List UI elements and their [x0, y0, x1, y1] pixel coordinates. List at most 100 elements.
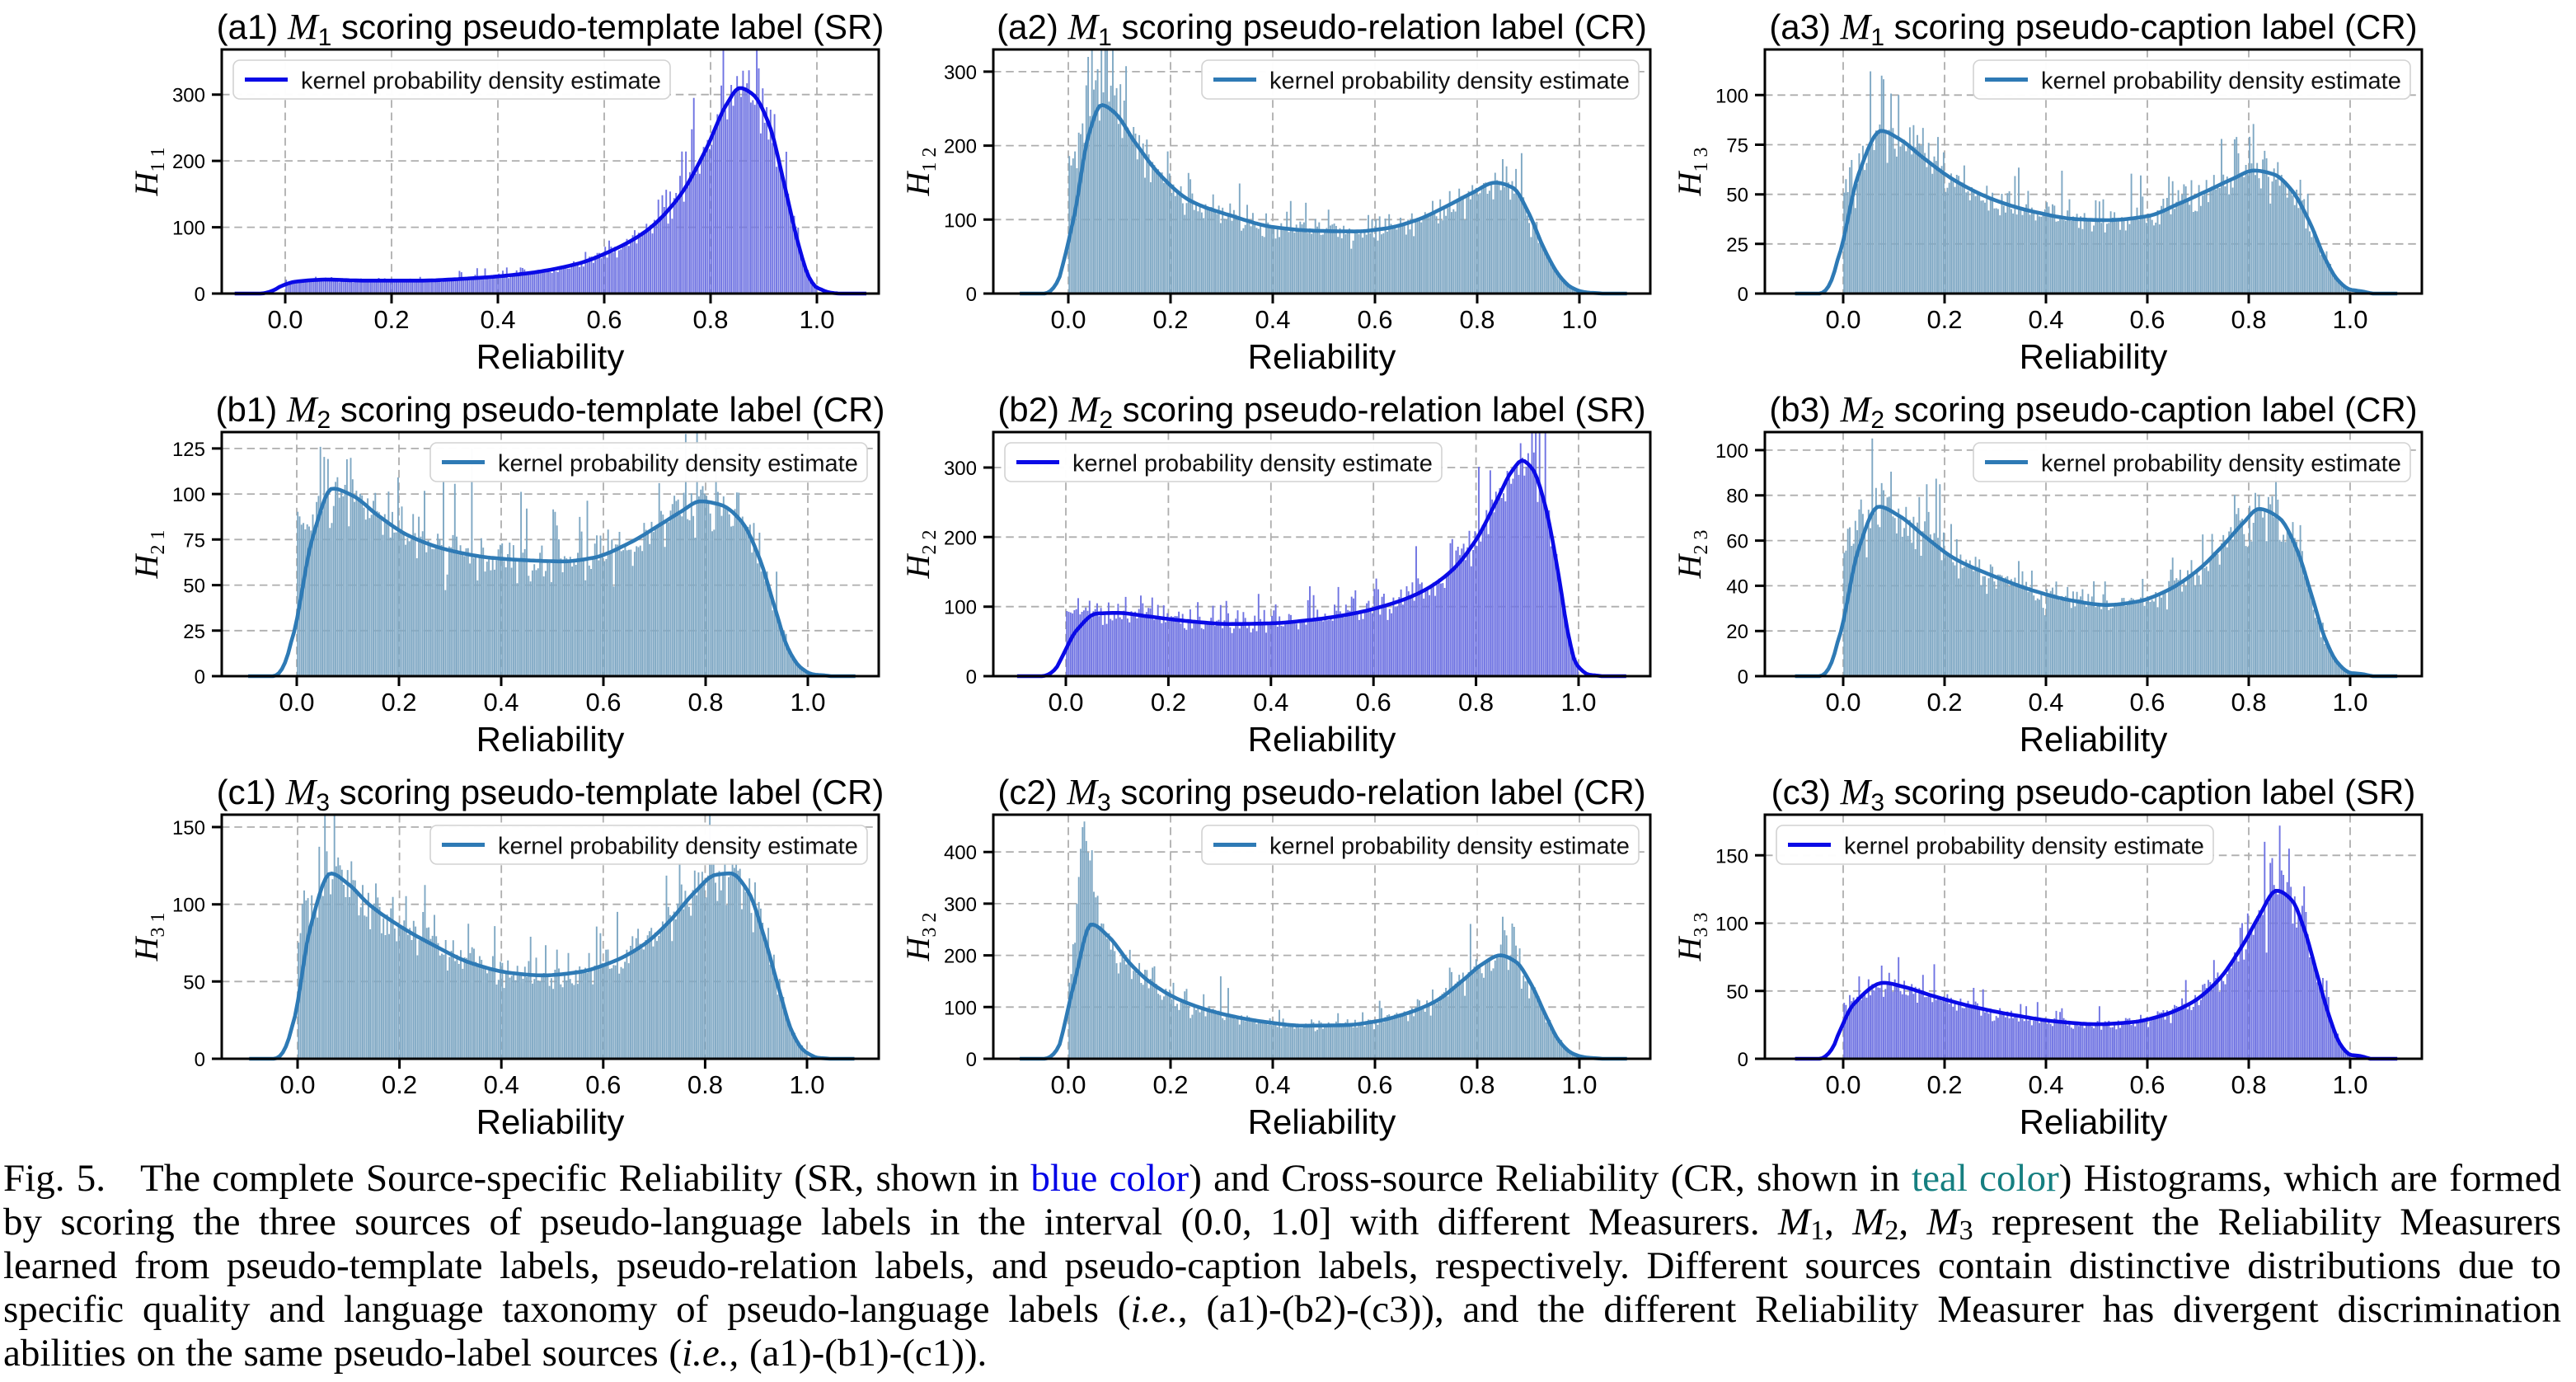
svg-text:125: 125 [172, 439, 205, 461]
svg-text:(c3) M3 scoring pseudo-caption: (c3) M3 scoring pseudo-caption label (SR… [1771, 772, 2416, 816]
svg-text:0.6: 0.6 [586, 305, 622, 334]
svg-text:100: 100 [1715, 440, 1748, 463]
svg-text:Reliability: Reliability [1248, 720, 1396, 759]
svg-text:0.6: 0.6 [1356, 688, 1391, 717]
svg-text:0.2: 0.2 [1926, 1070, 1962, 1099]
svg-text:200: 200 [172, 151, 205, 173]
svg-text:1.0: 1.0 [799, 305, 834, 334]
svg-text:kernel probability density est: kernel probability density estimate [498, 451, 858, 477]
svg-text:60: 60 [1726, 531, 1748, 553]
svg-text:400: 400 [944, 842, 977, 864]
svg-text:0: 0 [195, 284, 205, 306]
svg-text:1.0: 1.0 [1561, 1070, 1597, 1099]
svg-text:75: 75 [183, 529, 205, 552]
svg-text:50: 50 [1726, 981, 1748, 1004]
svg-text:1.0: 1.0 [2332, 688, 2367, 717]
svg-text:kernel probability density est: kernel probability density estimate [2041, 451, 2401, 477]
svg-text:(b1) M2 scoring pseudo-templat: (b1) M2 scoring pseudo-template label (C… [215, 389, 884, 434]
svg-text:H1 1: H1 1 [128, 148, 169, 197]
svg-text:0.4: 0.4 [1255, 1070, 1290, 1099]
svg-text:kernel probability density est: kernel probability density estimate [1269, 68, 1630, 95]
svg-text:100: 100 [944, 597, 977, 619]
svg-text:0.8: 0.8 [687, 1070, 723, 1099]
svg-text:0.8: 0.8 [1458, 688, 1494, 717]
svg-text:H2 3: H2 3 [1671, 530, 1712, 580]
svg-text:0.6: 0.6 [2129, 1070, 2165, 1099]
svg-text:100: 100 [944, 997, 977, 1019]
svg-text:0.2: 0.2 [1926, 688, 1962, 717]
svg-text:(a1) M1 scoring pseudo-templat: (a1) M1 scoring pseudo-template label (S… [217, 7, 884, 51]
svg-text:0: 0 [195, 1049, 205, 1071]
svg-text:1.0: 1.0 [1560, 688, 1596, 717]
svg-text:0.2: 0.2 [1926, 305, 1962, 334]
svg-text:150: 150 [172, 817, 205, 839]
svg-text:40: 40 [1726, 576, 1748, 598]
svg-text:H2 2: H2 2 [899, 530, 941, 580]
svg-text:H3 3: H3 3 [1671, 913, 1712, 962]
svg-text:0.2: 0.2 [1151, 688, 1186, 717]
svg-text:Reliability: Reliability [2020, 1102, 2168, 1141]
svg-text:0.2: 0.2 [382, 1070, 417, 1099]
svg-text:20: 20 [1726, 621, 1748, 643]
svg-text:100: 100 [1715, 85, 1748, 107]
svg-text:0.8: 0.8 [692, 305, 728, 334]
svg-text:0.4: 0.4 [483, 688, 518, 717]
svg-text:0: 0 [966, 666, 977, 689]
svg-text:0.4: 0.4 [484, 1070, 519, 1099]
svg-text:300: 300 [944, 62, 977, 84]
svg-text:100: 100 [172, 484, 205, 506]
svg-text:0: 0 [966, 1049, 977, 1071]
svg-text:0.0: 0.0 [1825, 305, 1860, 334]
svg-text:kernel probability density est: kernel probability density estimate [301, 68, 661, 95]
svg-text:Reliability: Reliability [1248, 1102, 1396, 1141]
svg-text:H3 2: H3 2 [899, 913, 941, 962]
svg-text:kernel probability density est: kernel probability density estimate [1072, 451, 1433, 477]
svg-text:0.0: 0.0 [1048, 688, 1083, 717]
svg-text:0: 0 [966, 284, 977, 306]
svg-text:0.8: 0.8 [1459, 305, 1494, 334]
svg-text:0.4: 0.4 [2028, 1070, 2063, 1099]
svg-text:(b2) M2 scoring pseudo-relatio: (b2) M2 scoring pseudo-relation label (S… [997, 389, 1645, 434]
svg-text:(a2) M1 scoring pseudo-relatio: (a2) M1 scoring pseudo-relation label (C… [997, 7, 1647, 51]
svg-text:0.0: 0.0 [279, 1070, 315, 1099]
svg-text:0.2: 0.2 [1152, 1070, 1188, 1099]
svg-text:0: 0 [1738, 666, 1748, 689]
svg-text:300: 300 [944, 894, 977, 916]
svg-text:50: 50 [1726, 185, 1748, 207]
svg-text:H3 1: H3 1 [128, 913, 169, 962]
svg-text:0.6: 0.6 [2129, 305, 2165, 334]
svg-text:0.8: 0.8 [2231, 1070, 2266, 1099]
svg-text:kernel probability density est: kernel probability density estimate [498, 834, 858, 860]
svg-text:100: 100 [944, 209, 977, 232]
svg-text:300: 300 [944, 458, 977, 480]
svg-text:0.8: 0.8 [2231, 688, 2266, 717]
svg-text:(c1) M3 scoring pseudo-templat: (c1) M3 scoring pseudo-template label (C… [217, 772, 884, 816]
svg-text:0: 0 [195, 666, 205, 689]
svg-text:80: 80 [1726, 486, 1748, 508]
svg-text:50: 50 [183, 576, 205, 598]
svg-text:1.0: 1.0 [2332, 305, 2367, 334]
svg-text:Reliability: Reliability [2020, 720, 2168, 759]
svg-text:50: 50 [183, 971, 205, 994]
svg-text:H1 3: H1 3 [1671, 148, 1712, 197]
svg-text:kernel probability density est: kernel probability density estimate [1269, 834, 1630, 860]
svg-text:0.2: 0.2 [381, 688, 416, 717]
svg-text:0.4: 0.4 [2028, 305, 2063, 334]
svg-text:150: 150 [1715, 845, 1748, 867]
svg-text:0.6: 0.6 [2129, 688, 2165, 717]
svg-text:0.0: 0.0 [1825, 688, 1860, 717]
svg-text:Reliability: Reliability [2020, 337, 2168, 376]
svg-text:Reliability: Reliability [476, 1102, 625, 1141]
svg-text:100: 100 [172, 218, 205, 240]
svg-text:25: 25 [183, 621, 205, 643]
svg-text:25: 25 [1726, 234, 1748, 256]
svg-text:0.0: 0.0 [267, 305, 303, 334]
svg-text:0: 0 [1738, 284, 1748, 306]
svg-text:100: 100 [1715, 914, 1748, 936]
svg-text:0.6: 0.6 [1357, 1070, 1392, 1099]
svg-text:200: 200 [944, 136, 977, 158]
svg-text:0.6: 0.6 [585, 1070, 621, 1099]
svg-text:(b3) M2 scoring pseudo-caption: (b3) M2 scoring pseudo-caption label (CR… [1769, 389, 2417, 434]
svg-text:1.0: 1.0 [1561, 305, 1597, 334]
svg-text:0.4: 0.4 [480, 305, 515, 334]
